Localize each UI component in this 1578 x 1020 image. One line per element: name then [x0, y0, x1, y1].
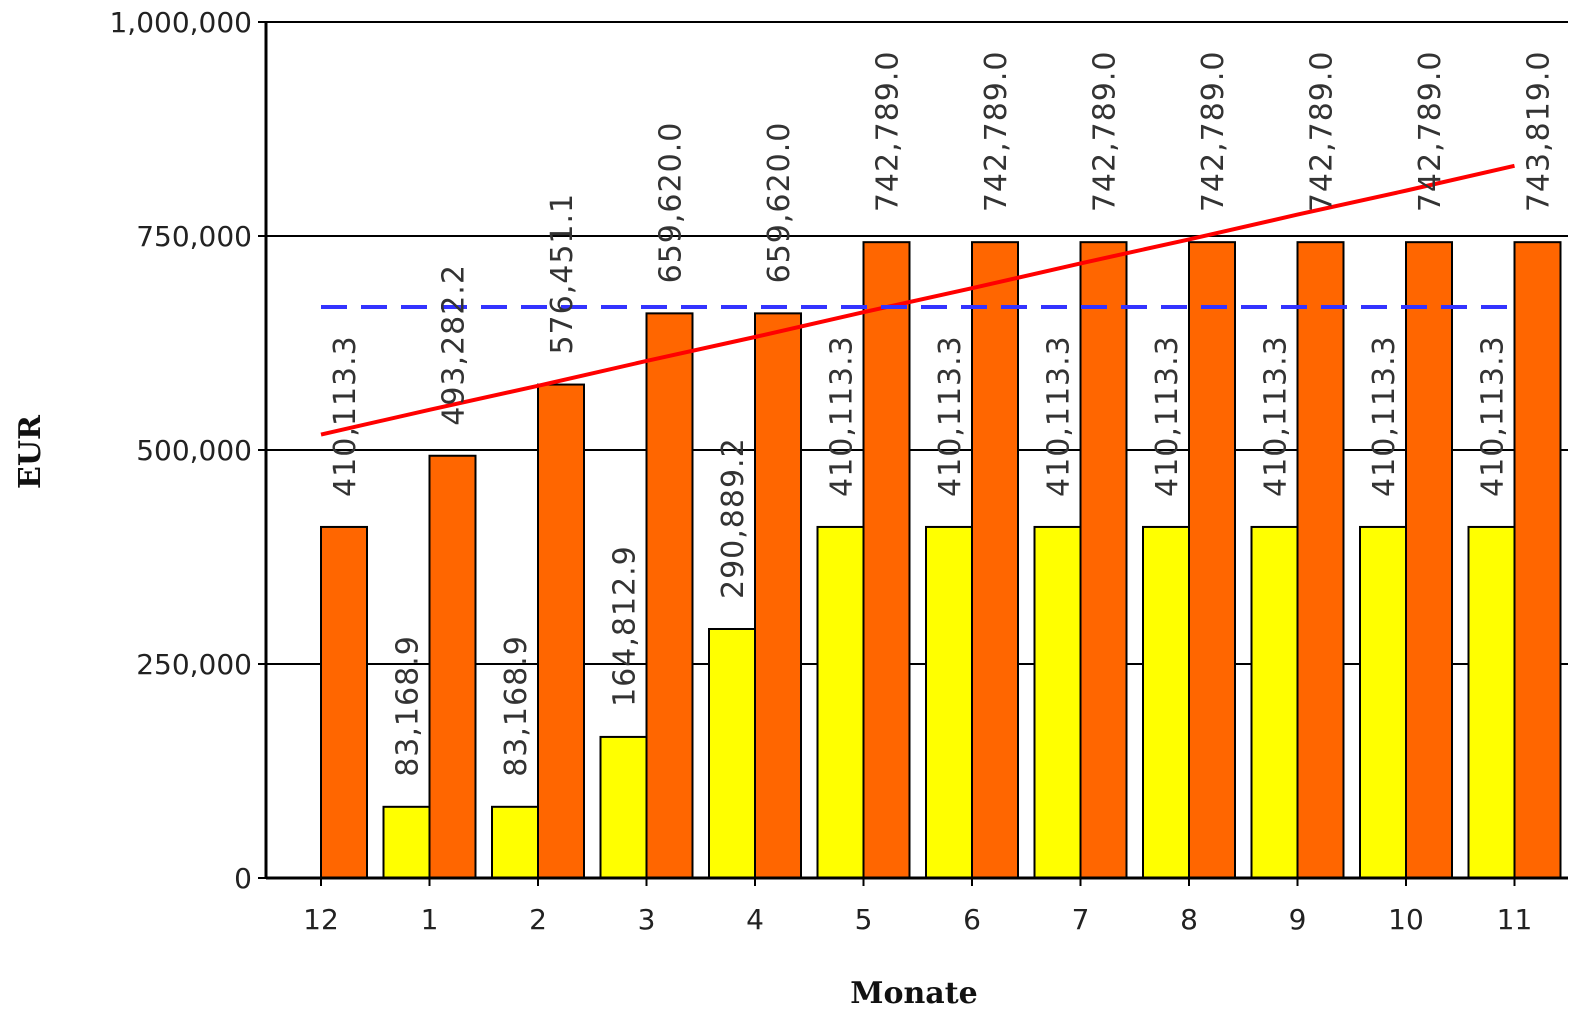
data-label: 410,113.3: [1367, 335, 1402, 497]
bar-orange: [1188, 241, 1236, 880]
x-tick-label: 12: [303, 903, 339, 936]
x-tick-label: 6: [963, 903, 981, 936]
bar-orange: [1079, 241, 1128, 880]
x-tick-label: 4: [746, 903, 764, 936]
y-tick-label: 0: [234, 862, 252, 895]
x-tick-label: 7: [1072, 903, 1090, 936]
data-label: 290,889.2: [716, 437, 751, 599]
bar-yellow: [816, 525, 865, 879]
bar-yellow: [1467, 525, 1516, 879]
data-label: 410,113.3: [1150, 335, 1185, 497]
x-tick-label: 3: [638, 903, 656, 936]
data-label: 83,168.9: [391, 635, 426, 777]
x-tick-label: 1: [421, 903, 439, 936]
axes: [264, 21, 1568, 880]
y-axis-ticks: 0 250,000 500,000 750,000 1,000,000: [109, 6, 266, 895]
data-label: 410,113.3: [1476, 335, 1511, 497]
bar-orange: [320, 525, 368, 879]
bar-yellow: [599, 735, 648, 880]
data-label: 742,789.0: [1088, 50, 1123, 212]
data-label: 742,789.0: [1413, 50, 1448, 212]
x-axis-ticks: 12 1 2 3 4 5 6 7 8 9 10 11: [303, 878, 1532, 936]
data-labels: 83,168.9 83,168.9 164,812.9 290,889.2 410,11…: [328, 50, 1557, 776]
y-tick-label: 500,000: [136, 434, 252, 467]
x-axis-title: Monate: [850, 976, 977, 1011]
y-tick-label: 750,000: [136, 220, 252, 253]
y-tick-label: 1,000,000: [109, 6, 252, 39]
data-label: 742,789.0: [1196, 50, 1231, 212]
trend-line: [320, 163, 1515, 437]
data-label: 410,113.3: [1042, 335, 1077, 497]
bar-yellow: [491, 805, 539, 880]
data-label: 742,789.0: [1305, 50, 1340, 212]
bar-orange: [1513, 241, 1562, 880]
x-tick-label: 10: [1388, 903, 1424, 936]
data-label: 410,113.3: [825, 335, 860, 497]
data-label: 743,819.0: [1522, 50, 1557, 212]
bar-orange: [971, 241, 1019, 880]
data-label: 742,789.0: [871, 50, 906, 212]
y-axis-title: EUR: [13, 414, 48, 489]
x-tick-label: 8: [1180, 903, 1198, 936]
bar-orange: [1405, 241, 1453, 880]
data-label: 659,620.0: [762, 122, 797, 284]
data-label: 742,789.0: [979, 50, 1014, 212]
data-label: 659,620.0: [654, 122, 689, 284]
x-tick-label: 9: [1289, 903, 1307, 936]
data-label: 164,812.9: [608, 545, 643, 707]
bar-yellow: [1250, 525, 1299, 879]
data-label: 410,113.3: [328, 335, 363, 497]
y-tick-label: 250,000: [136, 648, 252, 681]
bar-yellow: [925, 525, 973, 879]
x-tick-label: 5: [855, 903, 873, 936]
x-tick-label: 2: [529, 903, 547, 936]
data-label: 410,113.3: [933, 335, 968, 497]
bar-orange: [754, 312, 802, 879]
bar-orange: [862, 241, 911, 880]
data-label: 493,282.2: [437, 264, 472, 426]
data-label: 576,451.1: [545, 193, 580, 355]
bar-orange: [428, 454, 477, 879]
bars: [320, 241, 1562, 880]
x-tick-label: 11: [1497, 903, 1533, 936]
data-label: 410,113.3: [1259, 335, 1294, 497]
bar-yellow: [708, 627, 756, 879]
trend-lines: [320, 163, 1515, 437]
bar-orange: [645, 312, 694, 879]
bar-yellow: [1033, 525, 1082, 879]
bar-orange: [1296, 241, 1345, 880]
data-label: 83,168.9: [499, 635, 534, 777]
bar-yellow: [1359, 525, 1407, 879]
bar-yellow: [1142, 525, 1190, 879]
bar-yellow: [382, 805, 431, 880]
bar-orange: [537, 383, 585, 879]
